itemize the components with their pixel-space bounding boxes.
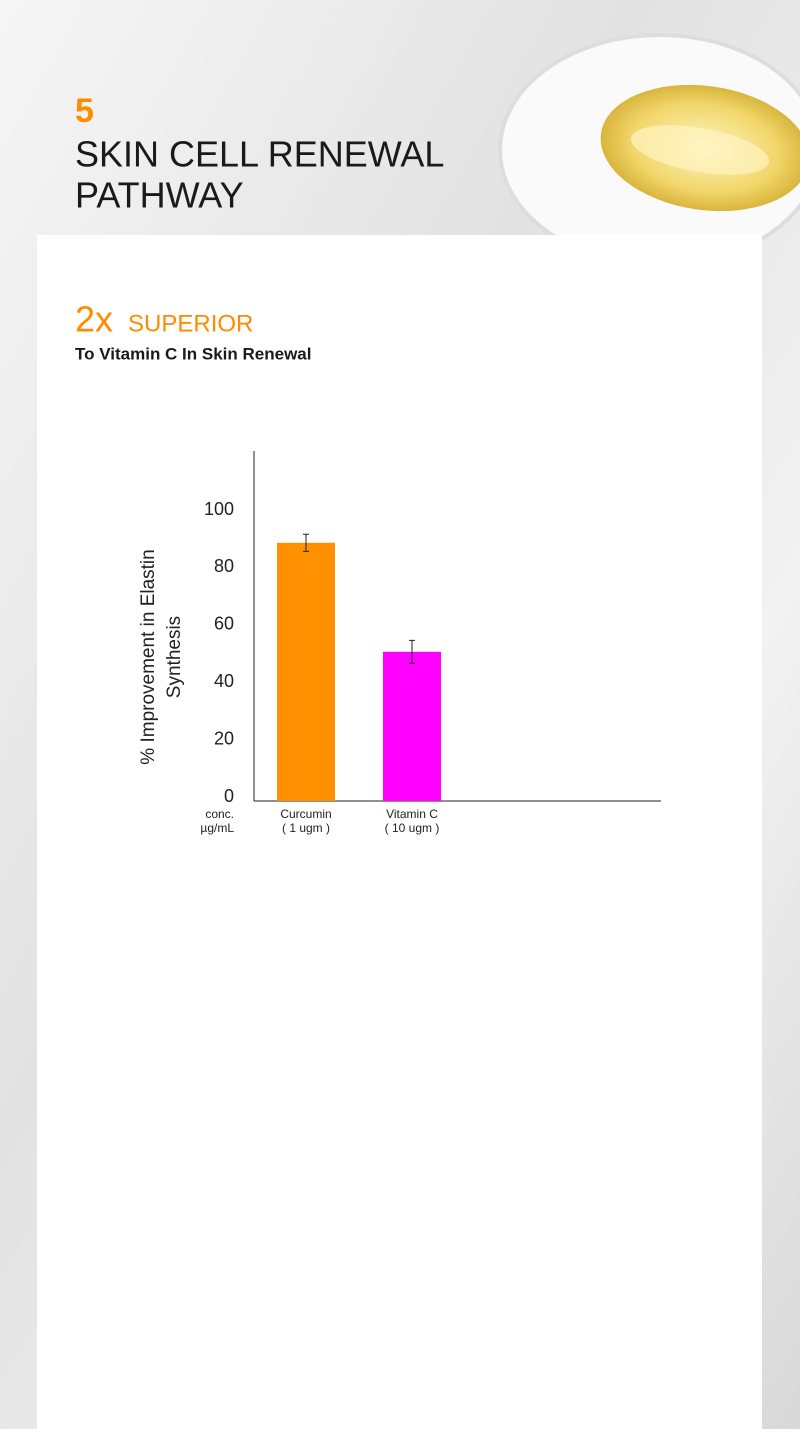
x-tick-sublabel: ( 10 ugm ) bbox=[385, 821, 440, 835]
x-tick-label: Curcumin bbox=[280, 807, 331, 821]
x-axis-label: conc. bbox=[205, 807, 234, 821]
section-title: SKIN CELL RENEWAL bbox=[75, 134, 444, 175]
cream-dish bbox=[498, 33, 800, 267]
claim-subtitle: To Vitamin C In Skin Renewal bbox=[75, 344, 311, 363]
error-bar bbox=[409, 639, 415, 664]
claim-word: SUPERIOR bbox=[128, 310, 253, 337]
content-card bbox=[37, 235, 762, 1429]
chart: 0 20 40 60 80 100 % Improvement in Elastin Synt… bbox=[138, 451, 661, 835]
y-tick-label: 20 bbox=[214, 728, 234, 748]
x-tick-label: Vitamin C bbox=[386, 807, 438, 821]
y-tick-label: 0 bbox=[224, 786, 234, 806]
y-tick-label: 80 bbox=[214, 556, 234, 576]
y-tick-label: 60 bbox=[214, 614, 234, 634]
section-number: 5 bbox=[75, 92, 94, 130]
bar bbox=[277, 542, 335, 801]
x-tick-sublabel: ( 1 ugm ) bbox=[282, 821, 330, 835]
section-title: PATHWAY bbox=[75, 175, 244, 216]
y-axis-label: Synthesis bbox=[164, 616, 185, 698]
claim-multiplier: 2x bbox=[75, 299, 113, 340]
bar bbox=[383, 651, 441, 801]
x-axis-label: µg/mL bbox=[200, 821, 234, 835]
y-tick-label: 100 bbox=[204, 499, 234, 519]
y-tick-label: 40 bbox=[214, 671, 234, 691]
y-axis-label: % Improvement in Elastin bbox=[138, 549, 159, 764]
error-bar bbox=[303, 533, 309, 552]
